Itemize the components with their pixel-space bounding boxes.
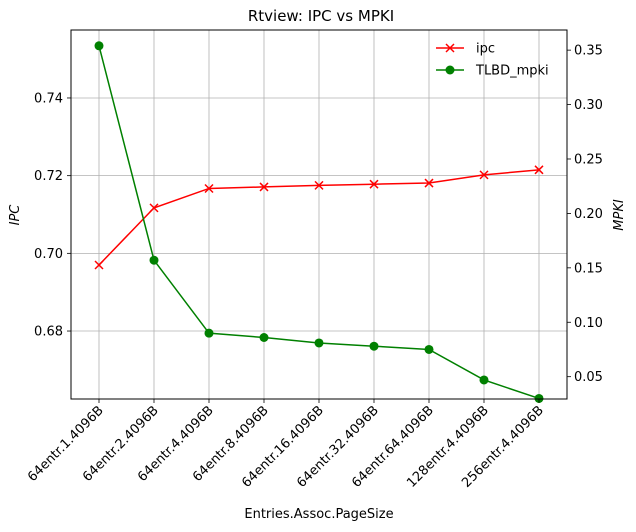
series-point-TLBD_mpki [149, 255, 159, 265]
series-point-TLBD_mpki [479, 375, 489, 385]
legend-label: TLBD_mpki [475, 64, 549, 79]
legend-item-ipc: ipc [436, 42, 495, 57]
chart-title: Rtview: IPC vs MPKI [248, 7, 394, 25]
y-axis-right: 0.05 0.10 0.15 0.20 0.25 0.30 0.35 [567, 44, 603, 385]
series-point-ipc [94, 260, 104, 270]
series-point-TLBD_mpki [534, 393, 544, 403]
series-point-TLBD_mpki [94, 41, 104, 51]
grid-lines [71, 30, 567, 399]
series-point-ipc [424, 178, 434, 188]
y-tick-label-left: 0.72 [34, 169, 63, 184]
series-point-ipc [149, 203, 159, 213]
series-point-TLBD_mpki [314, 338, 324, 348]
series-point-ipc [369, 179, 379, 189]
series-point-ipc [479, 170, 489, 180]
series-point-ipc [314, 180, 324, 190]
series-point-TLBD_mpki [424, 344, 434, 354]
y-axis-right-title: MPKI [612, 199, 627, 231]
y-tick-label-right: 0.30 [574, 98, 603, 113]
y-tick-label-left: 0.74 [34, 91, 63, 106]
y-tick-label-right: 0.15 [574, 261, 603, 276]
y-tick-label-left: 0.70 [34, 247, 63, 262]
y-tick-label-right: 0.05 [574, 370, 603, 385]
series-layer [94, 41, 544, 403]
x-axis: 64entr.1.4096B64entr.2.4096B64entr.4.409… [25, 399, 547, 491]
x-axis-title: Entries.Assoc.PageSize [244, 507, 393, 522]
series-point-TLBD_mpki [259, 333, 269, 342]
series-point-ipc [534, 165, 544, 175]
y-tick-label-right: 0.20 [574, 207, 603, 222]
series-point-TLBD_mpki [369, 341, 379, 351]
series-point-ipc [259, 182, 269, 192]
legend-label: ipc [476, 42, 495, 57]
y-axis-left-title: IPC [8, 204, 23, 226]
legend: ipc TLBD_mpki [436, 42, 549, 79]
y-tick-label-right: 0.25 [574, 152, 603, 167]
series-point-TLBD_mpki [204, 328, 214, 338]
y-tick-label-right: 0.35 [574, 44, 603, 59]
y-tick-label-right: 0.10 [574, 316, 603, 331]
legend-item-TLBD_mpki: TLBD_mpki [436, 64, 549, 79]
y-axis-left: 0.68 0.70 0.72 0.74 [34, 91, 71, 340]
y-tick-label-left: 0.68 [34, 325, 63, 340]
series-point-ipc [204, 183, 214, 194]
